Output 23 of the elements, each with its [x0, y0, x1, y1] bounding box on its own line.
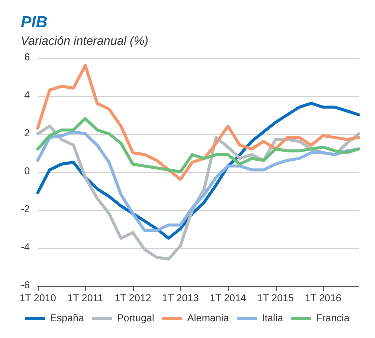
y-tick-label: -6	[21, 280, 30, 292]
x-tick-label: 1T 2010	[20, 294, 57, 304]
x-tick-label: 1T 2014	[210, 294, 247, 304]
y-tick-label: 6	[24, 52, 30, 64]
x-tick-label: 1T 2016	[305, 294, 342, 304]
x-tick-label: 1T 2011	[68, 294, 104, 304]
chart-subtitle: Variación interanual (%)	[21, 34, 149, 48]
y-tick-label: -2	[21, 204, 30, 216]
legend-label: España	[50, 314, 85, 324]
legend-label: Portugal	[117, 314, 155, 324]
legend-label: Alemania	[188, 314, 230, 324]
x-tick-label: 1T 2015	[258, 294, 294, 304]
y-tick-label: 2	[24, 128, 30, 140]
y-tick-label: 0	[24, 166, 30, 178]
x-tick-label: 1T 2013	[162, 294, 200, 304]
chart-title: PIB	[21, 14, 48, 32]
x-tick-label: 1T 2012	[114, 294, 152, 304]
legend-label: Francia	[316, 314, 350, 324]
line-series	[36, 64, 360, 182]
legend-label: Italia	[262, 314, 284, 324]
y-tick-label: -4	[21, 242, 30, 254]
line-series	[36, 117, 360, 174]
y-tick-label: 4	[24, 90, 30, 102]
